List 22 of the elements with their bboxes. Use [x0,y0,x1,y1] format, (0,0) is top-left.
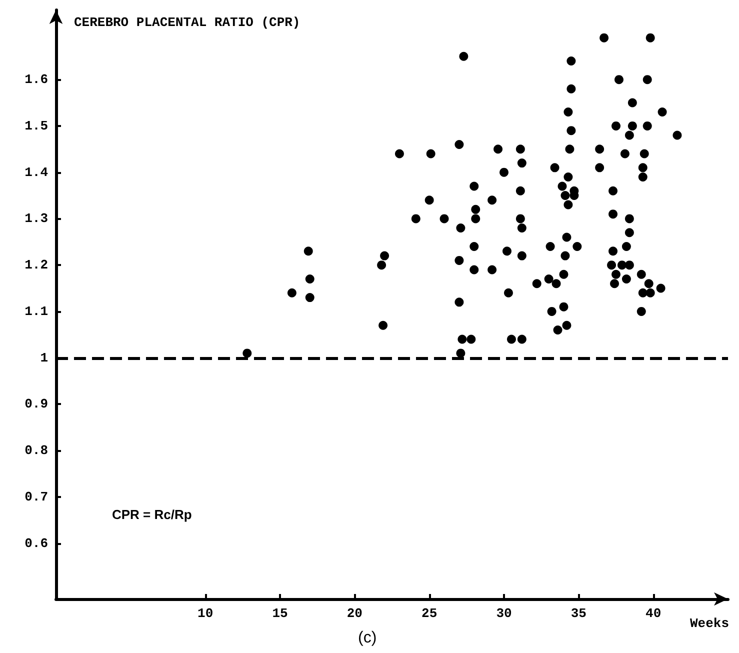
text: (c) [358,630,377,646]
y-tick-label: 1.2 [24,258,48,273]
y-tick-label: 1 [40,350,48,366]
y-tick-label: 0.6 [24,536,48,551]
y-tick-label: 1.4 [24,164,48,180]
x-tick-label: 10 [198,606,214,621]
y-tick-label: 1.5 [24,118,48,134]
x-tick-label: 25 [422,606,438,621]
x-axis-title: Weeks [690,616,730,631]
y-axis-title: CEREBRO PLACENTAL RATIO (CPR) [74,15,300,30]
y-tick-label: 0.7 [24,489,48,504]
x-tick-label: 30 [496,606,512,621]
y-tick-label: 1.3 [24,211,48,226]
y-tick-label: 1.6 [24,72,48,88]
x-tick-label: 15 [272,606,288,621]
x-tick-label: 20 [346,606,363,621]
y-tick-label: 1.1 [24,304,48,319]
x-tick-label: 35 [570,606,587,621]
y-tick-label: 0.9 [24,396,48,412]
annotation: CPR = Rc/Rp [112,507,192,522]
y-tick-label: 0.8 [24,443,48,458]
x-tick-label: 40 [646,606,662,621]
